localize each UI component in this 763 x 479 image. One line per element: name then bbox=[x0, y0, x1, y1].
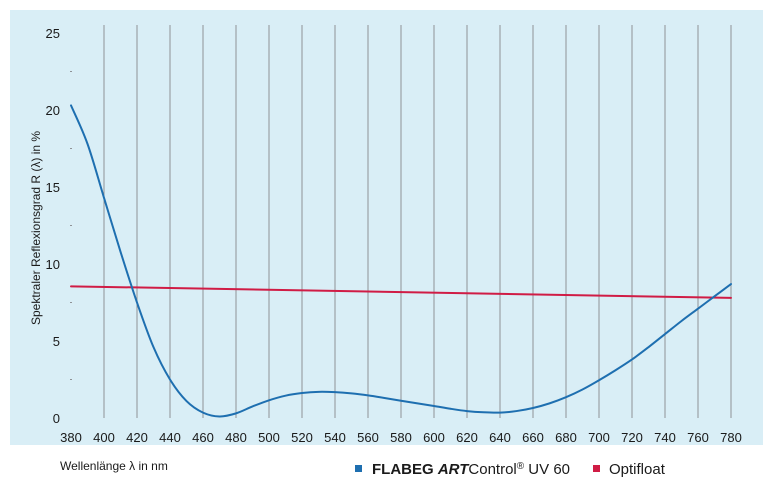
x-tick-label: 680 bbox=[555, 430, 577, 445]
x-tick-label: 520 bbox=[291, 430, 313, 445]
legend-label-optifloat: Optifloat bbox=[609, 461, 666, 478]
x-tick-label: 440 bbox=[159, 430, 181, 445]
y-tick-label: 25 bbox=[46, 26, 60, 41]
plot-panel bbox=[10, 10, 763, 445]
y-tick-label: 15 bbox=[46, 180, 60, 195]
legend-label-flabeg: FLABEG ARTControl® UV 60 bbox=[372, 461, 570, 478]
x-tick-label: 600 bbox=[423, 430, 445, 445]
series-line-flabeg-artcontrol-uv60 bbox=[70, 104, 732, 418]
grid-lines bbox=[103, 25, 732, 418]
x-tick-label: 660 bbox=[522, 430, 544, 445]
x-tick-label: 720 bbox=[621, 430, 643, 445]
x-tick-label: 500 bbox=[258, 430, 280, 445]
x-tick-label: 400 bbox=[93, 430, 115, 445]
x-tick-label: 700 bbox=[588, 430, 610, 445]
x-tick-label: 420 bbox=[126, 430, 148, 445]
y-tick-labels: 0 5 10 15 20 25 bbox=[46, 26, 60, 426]
legend: FLABEG ARTControl® UV 60 Optifloat bbox=[355, 461, 666, 478]
x-tick-labels: 380 400 420 440 460 480 500 520 540 560 580 600 620 6… bbox=[60, 430, 742, 445]
y-minor-ticks bbox=[70, 71, 72, 380]
x-tick-label: 580 bbox=[390, 430, 412, 445]
x-tick-label: 540 bbox=[324, 430, 346, 445]
x-tick-label: 640 bbox=[489, 430, 511, 445]
y-axis-title: Spektraler Reflexionsgrad R (λ) in % bbox=[29, 131, 43, 325]
y-tick-label: 10 bbox=[46, 257, 60, 272]
y-tick-label: 5 bbox=[53, 334, 60, 349]
series-lines bbox=[70, 104, 732, 418]
x-tick-label: 560 bbox=[357, 430, 379, 445]
x-axis-title: Wellenlänge λ in nm bbox=[60, 459, 168, 473]
x-tick-label: 480 bbox=[225, 430, 247, 445]
x-tick-label: 460 bbox=[192, 430, 214, 445]
x-tick-label: 380 bbox=[60, 430, 82, 445]
x-tick-label: 740 bbox=[654, 430, 676, 445]
legend-swatch-flabeg bbox=[355, 465, 362, 472]
x-tick-label: 780 bbox=[720, 430, 742, 445]
legend-swatch-optifloat bbox=[593, 465, 600, 472]
y-tick-label: 0 bbox=[53, 411, 60, 426]
series-line-optifloat bbox=[70, 285, 732, 299]
y-tick-label: 20 bbox=[46, 103, 60, 118]
x-tick-label: 760 bbox=[687, 430, 709, 445]
x-tick-label: 620 bbox=[456, 430, 478, 445]
